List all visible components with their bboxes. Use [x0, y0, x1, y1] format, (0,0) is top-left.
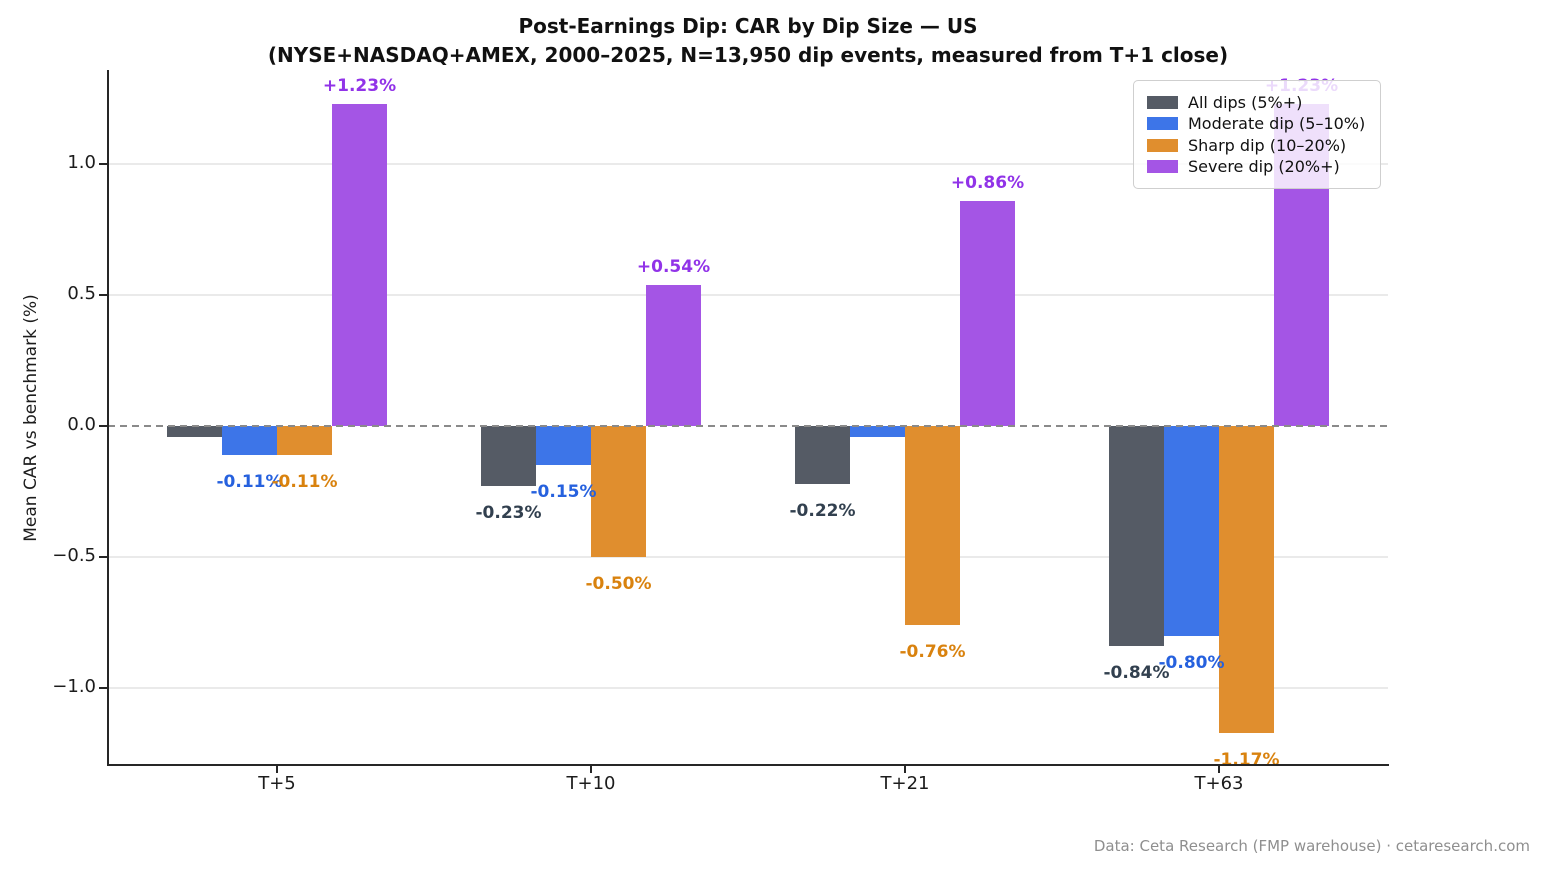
legend-label-severe-dip: Severe dip (20%+): [1188, 157, 1340, 177]
bar-moderate-dip-t10: [536, 426, 591, 466]
bar-value-label-sharp-dip-t21: -0.76%: [899, 642, 966, 663]
bar-all-dips-t10: [481, 426, 536, 487]
bar-severe-dip-t21: [960, 200, 1015, 427]
x-tick-label-t21: T+21: [880, 773, 930, 794]
x-tick-label-t5: T+5: [258, 773, 296, 794]
x-tick-mark: [590, 766, 592, 773]
bar-value-label-all-dips-t21: -0.22%: [789, 500, 856, 521]
x-axis-spine: [107, 764, 1389, 766]
data-source-credit: Data: Ceta Research (FMP warehouse) · ce…: [1093, 837, 1530, 855]
bar-value-label-moderate-dip-t63: -0.80%: [1158, 652, 1225, 673]
bar-value-label-severe-dip-t5: +1.23%: [322, 76, 397, 97]
legend-swatch-sharp-dip: [1147, 138, 1178, 152]
bar-sharp-dip-t21: [905, 426, 960, 626]
bar-severe-dip-t10: [646, 284, 701, 427]
bar-value-label-moderate-dip-t10: -0.15%: [530, 482, 597, 503]
chart-title: Post-Earnings Dip: CAR by Dip Size — US …: [108, 12, 1388, 70]
legend-swatch-all-dips: [1147, 95, 1178, 109]
legend-label-all-dips: All dips (5%+): [1188, 92, 1303, 112]
y-tick-label: 1.0: [67, 152, 96, 174]
bar-value-label-all-dips-t63: -0.84%: [1103, 663, 1170, 684]
bar-sharp-dip-t5: [277, 426, 332, 455]
x-tick-label-t63: T+63: [1194, 773, 1244, 794]
y-tick-label: −1.0: [52, 676, 96, 698]
legend-item-severe-dip: Severe dip (20%+): [1147, 157, 1367, 177]
legend-item-all-dips: All dips (5%+): [1147, 92, 1367, 112]
y-axis-spine: [107, 70, 109, 766]
legend-item-moderate-dip: Moderate dip (5–10%): [1147, 114, 1367, 134]
x-tick-mark: [904, 766, 906, 773]
bar-value-label-severe-dip-t10: +0.54%: [636, 256, 711, 277]
legend-swatch-severe-dip: [1147, 160, 1178, 174]
legend-label-sharp-dip: Sharp dip (10–20%): [1188, 135, 1347, 155]
chart-title-line1: Post-Earnings Dip: CAR by Dip Size — US: [518, 14, 978, 38]
bar-value-label-sharp-dip-t10: -0.50%: [585, 574, 652, 595]
bar-severe-dip-t5: [332, 104, 387, 427]
y-tick-mark: [99, 556, 107, 559]
legend-swatch-moderate-dip: [1147, 117, 1178, 131]
bar-moderate-dip-t21: [850, 426, 905, 437]
y-tick-mark: [99, 294, 107, 297]
x-tick-mark: [276, 766, 278, 773]
x-tick-mark: [1218, 766, 1220, 773]
bar-all-dips-t21: [795, 426, 850, 484]
legend: All dips (5%+) Moderate dip (5–10%) Shar…: [1133, 80, 1381, 189]
y-tick-mark: [99, 163, 107, 166]
bar-all-dips-t63: [1109, 426, 1164, 647]
legend-item-sharp-dip: Sharp dip (10–20%): [1147, 135, 1367, 155]
bar-all-dips-t5: [167, 426, 222, 437]
y-tick-label: 0.5: [67, 283, 96, 305]
bar-value-label-sharp-dip-t63: -1.17%: [1213, 749, 1280, 770]
bar-value-label-all-dips-t10: -0.23%: [475, 503, 542, 524]
gridline: [108, 294, 1388, 297]
bar-moderate-dip-t5: [222, 426, 277, 455]
y-tick-label: −0.5: [52, 545, 96, 567]
bar-sharp-dip-t63: [1219, 426, 1274, 733]
gridline: [108, 687, 1388, 690]
gridline: [108, 556, 1388, 559]
legend-label-moderate-dip: Moderate dip (5–10%): [1188, 114, 1366, 134]
bar-value-label-moderate-dip-t5: -0.11%: [216, 471, 283, 492]
y-tick-mark: [99, 687, 107, 690]
chart-title-line2: (NYSE+NASDAQ+AMEX, 2000–2025, N=13,950 d…: [267, 43, 1229, 67]
bar-value-label-sharp-dip-t5: -0.11%: [271, 471, 338, 492]
y-tick-label: 0.0: [67, 414, 96, 436]
bar-moderate-dip-t63: [1164, 426, 1219, 636]
bar-sharp-dip-t10: [591, 426, 646, 558]
bar-value-label-severe-dip-t21: +0.86%: [950, 172, 1025, 193]
y-tick-mark: [99, 425, 107, 428]
zero-baseline: [108, 425, 1388, 428]
x-tick-label-t10: T+10: [566, 773, 616, 794]
gridline: [108, 163, 1388, 166]
